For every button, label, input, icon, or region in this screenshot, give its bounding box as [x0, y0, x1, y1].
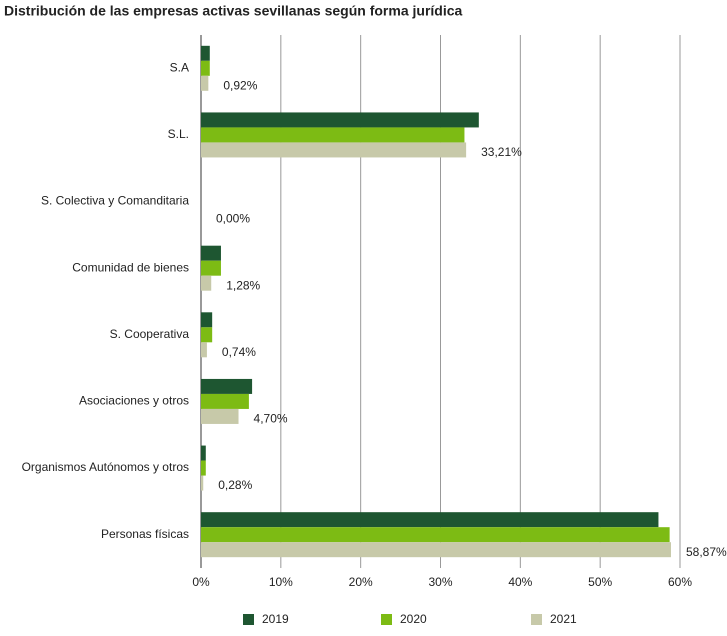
y-tick-label: Personas físicas — [101, 527, 189, 541]
y-tick-label: S.A — [170, 60, 189, 74]
bar — [201, 312, 213, 328]
x-tick-label: 50% — [588, 575, 612, 589]
bar — [201, 408, 239, 424]
legend-swatch — [381, 614, 392, 625]
legend-label: 2020 — [400, 612, 427, 626]
bar — [201, 75, 209, 91]
x-tick-label: 0% — [192, 575, 210, 589]
bar — [201, 260, 221, 276]
legend-swatch — [531, 614, 542, 625]
legend-swatch — [243, 614, 254, 625]
legend-label: 2021 — [550, 612, 577, 626]
bar — [201, 60, 210, 76]
x-tick-label: 60% — [668, 575, 692, 589]
bar — [201, 378, 253, 394]
bar — [201, 475, 204, 491]
bar — [201, 112, 479, 128]
chart-title: Distribución de las empresas activas sev… — [4, 3, 463, 19]
value-label: 0,74% — [222, 345, 256, 359]
bar — [201, 327, 213, 343]
value-label: 4,70% — [254, 412, 288, 426]
y-tick-label: S. Colectiva y Comanditaria — [41, 194, 189, 208]
y-tick-label: S. Cooperativa — [110, 327, 190, 341]
value-label: 58,87% — [686, 545, 727, 559]
value-label: 0,28% — [218, 478, 252, 492]
legend-label: 2019 — [262, 612, 289, 626]
bar — [201, 142, 467, 158]
bar — [201, 45, 210, 61]
x-tick-label: 30% — [428, 575, 452, 589]
bar — [201, 393, 249, 409]
bar — [201, 542, 671, 558]
value-label: 1,28% — [226, 278, 260, 292]
x-tick-label: 20% — [349, 575, 373, 589]
bar — [201, 275, 212, 291]
bar — [201, 527, 670, 543]
value-label: 33,21% — [481, 145, 522, 159]
bar — [201, 445, 206, 461]
x-tick-label: 10% — [269, 575, 293, 589]
bar — [201, 460, 206, 476]
value-label: 0,92% — [223, 78, 257, 92]
y-tick-label: Comunidad de bienes — [72, 260, 189, 274]
y-tick-label: S.L. — [168, 127, 189, 141]
value-label: 0,00% — [216, 212, 250, 226]
bar — [201, 342, 207, 358]
y-tick-label: Asociaciones y otros — [79, 394, 189, 408]
bar — [201, 245, 221, 261]
x-tick-label: 40% — [508, 575, 532, 589]
y-tick-label: Organismos Autónomos y otros — [22, 460, 189, 474]
bar — [201, 512, 659, 528]
bar — [201, 127, 465, 143]
